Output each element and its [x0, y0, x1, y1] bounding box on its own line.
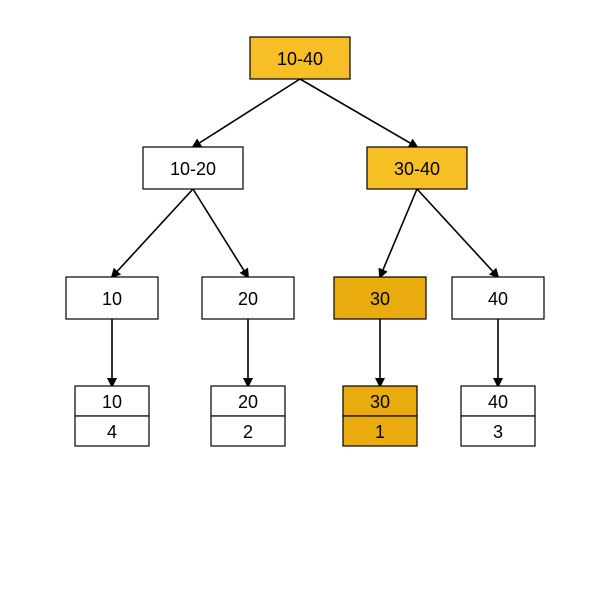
- edge-l1a-l2b: [193, 189, 248, 277]
- node-label: 10: [102, 392, 122, 412]
- edge-root-l1a: [193, 79, 300, 147]
- node-l2a: 10: [66, 277, 158, 319]
- tree-diagram: 10-40 10-20 30-40 10 20 30 40 10 4 20 2 30 1 40 3: [0, 0, 600, 600]
- node-label: 30: [370, 392, 390, 412]
- node-label: 30: [370, 289, 390, 309]
- node-l3b2: 2: [211, 416, 285, 446]
- edge-l1a-l2a: [112, 189, 193, 277]
- node-l2c: 30: [334, 277, 426, 319]
- node-label: 1: [375, 422, 385, 442]
- node-l3d2: 3: [461, 416, 535, 446]
- edges-layer: [112, 79, 498, 386]
- node-l1a: 10-20: [143, 147, 243, 189]
- node-l1b: 30-40: [367, 147, 467, 189]
- node-label: 20: [238, 392, 258, 412]
- node-l2d: 40: [452, 277, 544, 319]
- edge-l1b-l2c: [380, 189, 417, 277]
- node-label: 4: [107, 422, 117, 442]
- node-l2b: 20: [202, 277, 294, 319]
- node-label: 10-20: [170, 159, 216, 179]
- node-label: 30-40: [394, 159, 440, 179]
- node-label: 10-40: [277, 49, 323, 69]
- node-label: 40: [488, 289, 508, 309]
- node-l3c2: 1: [343, 416, 417, 446]
- nodes-layer: 10-40 10-20 30-40 10 20 30 40 10 4 20 2 30 1 40 3: [66, 37, 544, 446]
- node-label: 40: [488, 392, 508, 412]
- edge-root-l1b: [300, 79, 417, 147]
- node-label: 2: [243, 422, 253, 442]
- node-l3c1: 30: [343, 386, 417, 416]
- node-label: 10: [102, 289, 122, 309]
- node-l3a1: 10: [75, 386, 149, 416]
- node-root: 10-40: [250, 37, 350, 79]
- node-l3d1: 40: [461, 386, 535, 416]
- node-label: 3: [493, 422, 503, 442]
- edge-l1b-l2d: [417, 189, 498, 277]
- node-label: 20: [238, 289, 258, 309]
- node-l3b1: 20: [211, 386, 285, 416]
- node-l3a2: 4: [75, 416, 149, 446]
